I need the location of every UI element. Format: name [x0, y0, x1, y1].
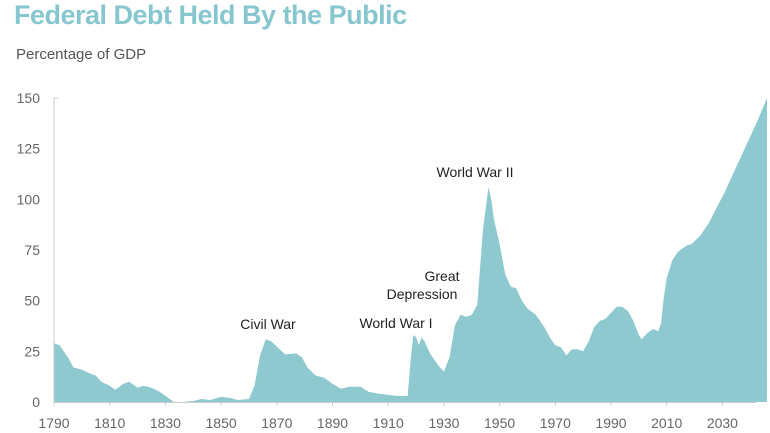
annotation-label: World War I [359, 315, 432, 331]
y-tick-label: 0 [32, 394, 40, 410]
annotation-label: Great [424, 268, 459, 284]
x-tick-label: 1990 [595, 415, 626, 431]
y-tick-label: 125 [17, 141, 41, 157]
y-tick-label: 25 [24, 343, 40, 359]
x-tick-label: 1950 [484, 415, 515, 431]
annotation-label: World War II [436, 164, 513, 180]
x-tick-label: 2010 [651, 415, 682, 431]
annotation-label: Depression [387, 286, 458, 302]
debt-area [54, 97, 767, 403]
x-tick-label: 1830 [150, 415, 181, 431]
x-tick-label: 1930 [428, 415, 459, 431]
y-tick-label: 100 [17, 191, 41, 207]
y-tick-label: 150 [17, 90, 41, 106]
x-tick-label: 1890 [317, 415, 348, 431]
x-tick-label: 1790 [38, 415, 69, 431]
x-tick-label: 1850 [206, 415, 237, 431]
chart-title: Federal Debt Held By the Public [14, 0, 407, 30]
y-tick-label: 75 [24, 242, 40, 258]
x-tick-label: 1810 [94, 415, 125, 431]
y-axis-label: Percentage of GDP [16, 46, 147, 63]
annotation-label: Civil War [240, 316, 296, 332]
x-tick-label: 1970 [540, 415, 571, 431]
y-tick-label: 50 [24, 293, 40, 309]
x-tick-label: 1870 [261, 415, 292, 431]
x-tick-label: 2030 [707, 415, 738, 431]
x-tick-label: 1910 [373, 415, 404, 431]
